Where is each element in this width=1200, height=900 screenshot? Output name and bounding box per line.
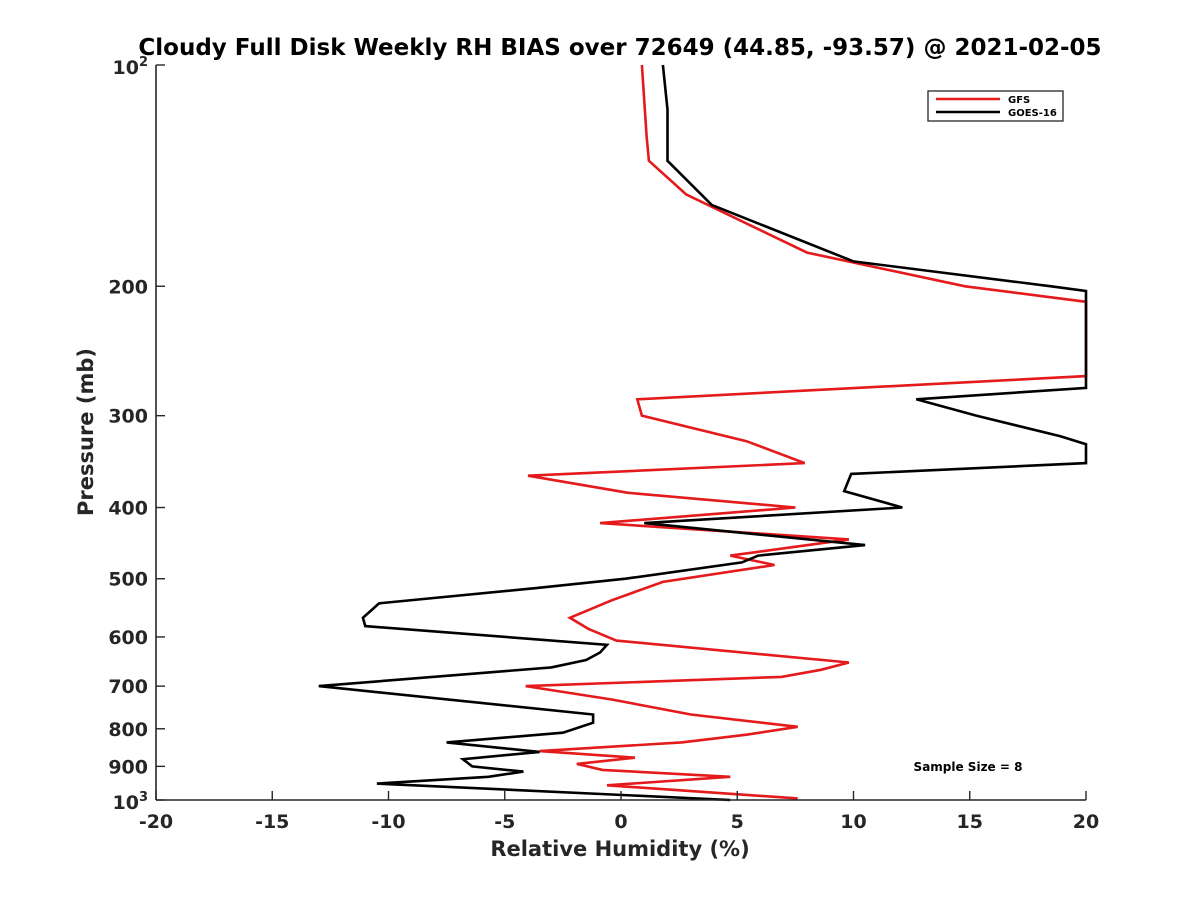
legend: GFS GOES-16 bbox=[927, 90, 1064, 122]
y-tick-label: 200 bbox=[108, 276, 148, 298]
y-tick-label: 102 bbox=[113, 55, 149, 79]
x-tick-label: 20 bbox=[1073, 811, 1099, 833]
y-tick-label: 700 bbox=[108, 676, 148, 698]
x-axis-label: Relative Humidity (%) bbox=[490, 837, 749, 861]
series-line-goes-16 bbox=[318, 64, 1088, 802]
legend-entry: GFS bbox=[1008, 95, 1030, 106]
chart-title: Cloudy Full Disk Weekly RH BIAS over 726… bbox=[138, 35, 1101, 61]
y-tick-label: 600 bbox=[108, 627, 148, 649]
x-tick-label: -5 bbox=[494, 811, 515, 833]
x-tick-label: 10 bbox=[840, 811, 866, 833]
x-tick-label: -20 bbox=[139, 811, 173, 833]
series-line-gfs bbox=[525, 64, 1088, 800]
x-axis-ticks: -20 -15 -10 -5 0 5 10 15 20 bbox=[139, 791, 1099, 833]
y-tick-label: 400 bbox=[108, 498, 148, 520]
plot-lines bbox=[318, 64, 1088, 802]
x-tick-label: -10 bbox=[371, 811, 405, 833]
y-axis-ticks: 102 200 300 400 500 600 700 800 900 103 bbox=[108, 55, 165, 814]
plot-axes bbox=[155, 65, 1086, 801]
legend-entry: GOES-16 bbox=[1008, 108, 1057, 119]
legend-box bbox=[927, 90, 1064, 122]
y-tick-label: 900 bbox=[108, 756, 148, 778]
y-tick-label: 800 bbox=[108, 719, 148, 741]
x-tick-label: 0 bbox=[614, 811, 627, 833]
x-tick-label: -15 bbox=[255, 811, 289, 833]
sample-size-annotation: Sample Size = 8 bbox=[914, 760, 1023, 774]
y-tick-label: 500 bbox=[108, 569, 148, 591]
x-tick-label: 5 bbox=[731, 811, 744, 833]
y-tick-label: 103 bbox=[113, 790, 149, 814]
x-tick-label: 15 bbox=[957, 811, 983, 833]
y-tick-label: 300 bbox=[108, 406, 148, 428]
y-axis-label: Pressure (mb) bbox=[74, 348, 98, 516]
